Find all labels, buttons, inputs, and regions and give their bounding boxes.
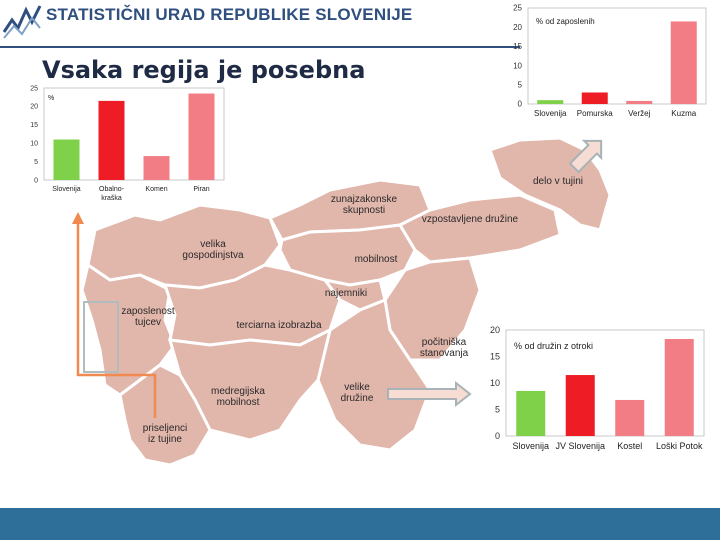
- map-region-podravska: [397, 193, 562, 264]
- bar: [537, 100, 564, 104]
- statistics-logo-icon: [2, 2, 42, 42]
- y-axis-label: % od zaposlenih: [536, 17, 595, 26]
- page-title: Vsaka regija je posebna: [42, 56, 366, 84]
- y-tick-label: 20: [490, 325, 500, 335]
- bar: [670, 21, 697, 104]
- arrow-head-orange-icon: [72, 212, 84, 224]
- y-axis-label: %: [48, 95, 54, 102]
- plot-area: [43, 87, 225, 181]
- x-tick-label: Slovenija: [52, 186, 81, 193]
- bar-chart-obalno-kraska: 0 5 10 15 20 25% Slovenija Obalno-kraška Komen Pi…: [30, 85, 225, 202]
- x-tick-label: Komen: [145, 186, 167, 193]
- bar: [98, 100, 125, 180]
- x-tick-label: Pomurska: [577, 109, 614, 118]
- x-tick-label: JV Slovenija: [555, 441, 605, 451]
- footer-bar: [0, 508, 720, 540]
- y-tick-label: 5: [518, 80, 523, 89]
- header-divider: [0, 46, 520, 48]
- y-tick-label: 0: [518, 100, 523, 109]
- bar: [188, 93, 215, 180]
- map-region-savinjska: [278, 223, 417, 287]
- y-tick-label: 0: [34, 177, 38, 184]
- y-tick-label: 25: [513, 4, 522, 13]
- y-tick-label: 10: [490, 378, 500, 388]
- y-tick-label: 10: [30, 141, 38, 148]
- organization-name: STATISTIČNI URAD REPUBLIKE SLOVENIJE: [46, 5, 413, 24]
- y-tick-label: 10: [513, 61, 522, 70]
- x-tick-label: Loški Potok: [656, 441, 703, 451]
- x-tick-label: Kuzma: [671, 109, 696, 118]
- y-tick-label: 5: [495, 405, 500, 415]
- map-regions: [80, 136, 612, 467]
- y-tick-label: 20: [513, 23, 522, 32]
- x-tick-label: Slovenija: [534, 109, 567, 118]
- y-tick-label: 25: [30, 85, 38, 92]
- map-label-terciarna-izobrazba: terciarna izobrazba: [236, 320, 321, 331]
- x-tick-label: Kostel: [617, 441, 642, 451]
- bar: [143, 156, 170, 180]
- map-label-vzpostavljene-druzine: vzpostavljene družine: [422, 214, 519, 225]
- plot-area: [505, 329, 705, 437]
- highlight-frame: [83, 301, 119, 373]
- map-label-delo-v-tujini: delo v tujini: [533, 176, 583, 187]
- map-label-medregijska-mobilnost: medregijska mobilnost: [211, 386, 265, 408]
- map-label-najemniki: najemniki: [325, 288, 367, 299]
- x-tick-label: Obalno-kraška: [99, 186, 125, 202]
- y-tick-label: 20: [30, 104, 38, 111]
- map-label-velika-gospodinjstva: velika gospodinjstva: [182, 239, 244, 261]
- y-tick-label: 15: [490, 352, 500, 362]
- bar: [664, 339, 694, 436]
- map-label-priseljenci-iz-tujine: priseljenci iz tujine: [143, 423, 187, 445]
- map-region-labels: zunajzakonske skupnosti vzpostavljene dru…: [121, 176, 583, 445]
- diagonal-arrow-icon: [568, 139, 603, 174]
- x-tick-label: Veržej: [628, 109, 650, 118]
- map-label-zaposlenost-tujcev: zaposlenost tujcev: [121, 306, 175, 328]
- right-arrow-icon: [387, 380, 472, 408]
- plot-area: [527, 7, 707, 105]
- y-tick-label: 0: [495, 431, 500, 441]
- map-label-pocitniska-stanovanja: počitniška stanovanja: [420, 337, 469, 359]
- map-region-jugovzhodna: [316, 297, 432, 452]
- y-tick-label: 15: [30, 122, 38, 129]
- bar: [615, 399, 645, 436]
- bar-chart-jv-slovenija: 0 5 10 15 20 % od družin z otroki Slovenija JV …: [490, 325, 705, 451]
- map-label-zunajzakonske-skupnosti: zunajzakonske skupnosti: [331, 194, 398, 216]
- bar: [626, 100, 653, 104]
- y-tick-label: 5: [34, 159, 38, 166]
- bar-chart-pomurska: 0 5 10 15 20 25 % od zaposlenih Slovenija Pomurs…: [513, 4, 707, 118]
- bar: [565, 375, 595, 436]
- bar: [53, 139, 80, 180]
- bar: [516, 390, 546, 436]
- map-label-mobilnost: mobilnost: [355, 254, 398, 265]
- map-region-obalno-kraska: [118, 363, 212, 467]
- bar: [581, 92, 608, 104]
- y-axis-label: % od družin z otroki: [514, 341, 593, 351]
- x-tick-label: Piran: [193, 186, 209, 193]
- x-tick-label: Slovenija: [512, 441, 549, 451]
- y-tick-label: 15: [513, 42, 522, 51]
- connector-arrow-orange: [76, 222, 157, 418]
- map-label-velike-druzine: velike družine: [341, 382, 374, 404]
